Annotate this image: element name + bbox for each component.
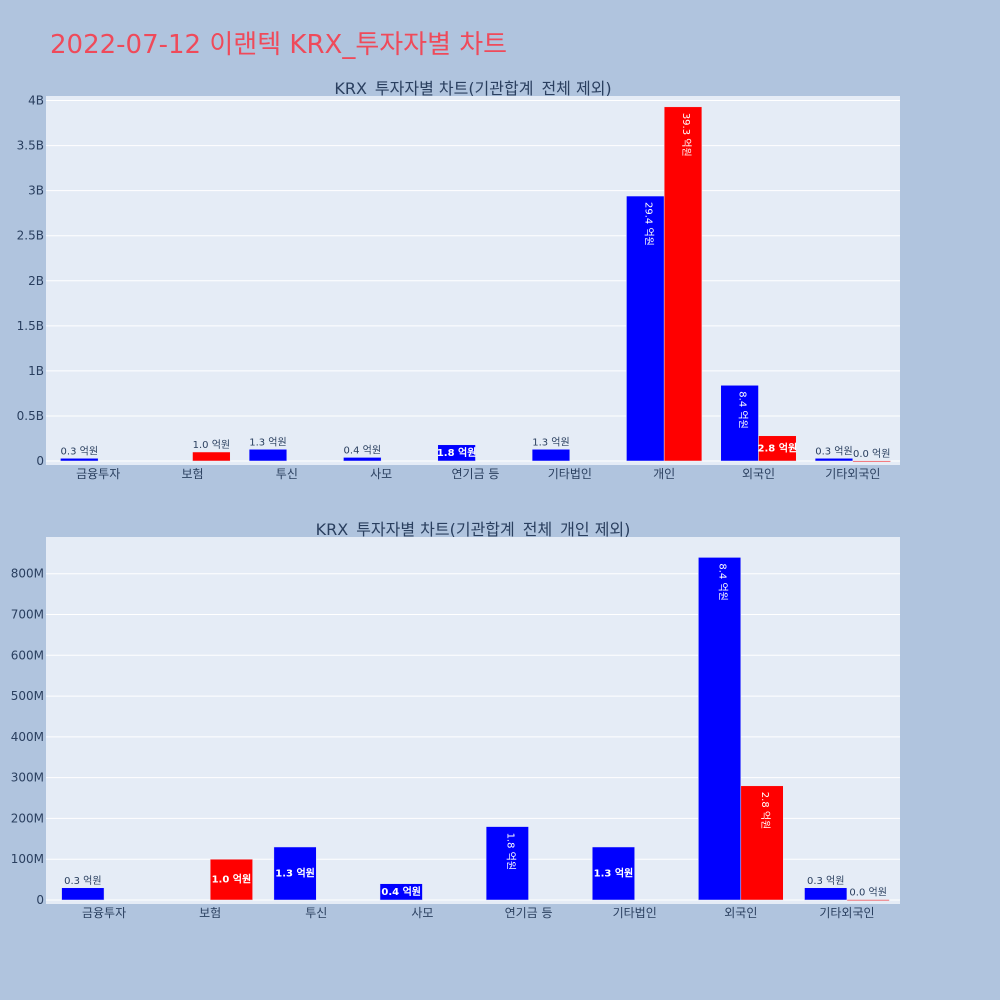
bar [591, 846, 635, 901]
bar [698, 557, 742, 901]
y-tick-label: 300M [11, 771, 44, 785]
data-label: 2.8 억원 [758, 441, 798, 454]
data-label: 1.3 억원 [532, 436, 569, 448]
data-label: 8.4 억원 [737, 391, 749, 428]
chart-top: KRX_투자자별 차트(기관합계_전체 제외) 0 0.5B 1B 1.5B 2B 2.5… [17, 79, 900, 481]
chart-title: KRX_투자자별 차트(기관합계_전체_개인 제외) [316, 520, 631, 540]
x-tick-label: 보험 [181, 467, 203, 481]
x-tick-label: 금융투자 [82, 906, 126, 920]
y-tick-label: 3.5B [17, 139, 44, 153]
x-tick-label: 기타외국인 [819, 906, 874, 920]
page-title: 2022-07-12 이랜텍 KRX_투자자별 차트 [50, 30, 508, 60]
bar [740, 785, 784, 901]
bar [804, 887, 848, 901]
x-tick-label: 금융투자 [76, 467, 120, 481]
bar [343, 457, 382, 462]
data-label: 1.3 억원 [594, 866, 634, 879]
data-label: 2.8 억원 [759, 792, 771, 829]
data-label: 0.0 억원 [849, 887, 886, 899]
data-label: 1.8 억원 [504, 833, 516, 870]
bar [379, 883, 423, 901]
data-label: 1.8 억원 [437, 446, 477, 459]
y-tick-label: 100M [11, 852, 44, 866]
chart-bottom: KRX_투자자별 차트(기관합계_전체_개인 제외) 0 100M 200M 300M… [11, 520, 900, 920]
y-tick-label: 500M [11, 689, 44, 703]
y-tick-label: 1.5B [17, 319, 44, 333]
y-tick-label: 0 [36, 454, 44, 468]
chart-title: KRX_투자자별 차트(기관합계_전체 제외) [334, 79, 611, 99]
x-tick-label: 기타법인 [548, 467, 592, 481]
y-tick-label: 2B [28, 274, 44, 288]
bar [663, 106, 703, 462]
bar [531, 449, 571, 462]
y-tick-label: 0 [36, 893, 44, 907]
bar [720, 385, 759, 462]
x-tick-label: 투신 [305, 906, 327, 920]
y-tick-label: 600M [11, 648, 44, 662]
data-label: 29.4 억원 [642, 202, 654, 246]
x-tick-label: 연기금 등 [505, 906, 553, 920]
bar [437, 444, 476, 462]
bar [61, 887, 105, 901]
data-label: 1.0 억원 [212, 873, 252, 886]
bar [273, 846, 317, 901]
x-tick-label: 투신 [276, 467, 298, 481]
y-tick-label: 0.5B [17, 409, 44, 423]
bar [758, 435, 797, 462]
bar [846, 899, 890, 901]
x-tick-label: 외국인 [742, 467, 775, 481]
data-label: 0.3 억원 [807, 875, 844, 887]
y-tick-label: 4B [28, 94, 44, 108]
y-tick-label: 400M [11, 730, 44, 744]
y-tick-label: 700M [11, 607, 44, 621]
x-tick-label: 사모 [370, 467, 392, 481]
x-tick-label: 연기금 등 [452, 467, 500, 481]
x-tick-label: 사모 [411, 906, 433, 920]
y-tick-label: 2.5B [17, 229, 44, 243]
bar [192, 451, 231, 462]
data-label: 0.3 억원 [61, 445, 98, 457]
data-label: 0.3 억원 [815, 445, 852, 457]
bar [485, 826, 529, 901]
y-tick-label: 1B [28, 364, 44, 378]
bar [626, 195, 665, 462]
x-tick-label: 보험 [199, 906, 221, 920]
bar [248, 449, 288, 462]
bar [60, 458, 99, 462]
y-tick-label: 800M [11, 567, 44, 581]
data-label: 0.4 억원 [381, 885, 421, 898]
data-label: 1.0 억원 [193, 439, 230, 451]
y-tick-label: 200M [11, 811, 44, 825]
data-label: 0.4 억원 [344, 444, 381, 456]
data-label: 8.4 억원 [717, 563, 729, 600]
data-label: 1.3 억원 [275, 866, 315, 879]
bar [209, 858, 253, 901]
x-tick-label: 기타법인 [613, 906, 657, 920]
bar [852, 460, 891, 463]
y-tick-label: 3B [28, 184, 44, 198]
x-tick-label: 외국인 [724, 906, 757, 920]
bar [814, 458, 854, 462]
data-label: 1.3 억원 [249, 436, 286, 448]
data-label: 0.0 억원 [853, 448, 890, 460]
data-label: 39.3 억원 [680, 113, 692, 157]
x-tick-label: 개인 [653, 467, 675, 481]
x-tick-label: 기타외국인 [825, 467, 880, 481]
data-label: 0.3 억원 [64, 875, 101, 887]
